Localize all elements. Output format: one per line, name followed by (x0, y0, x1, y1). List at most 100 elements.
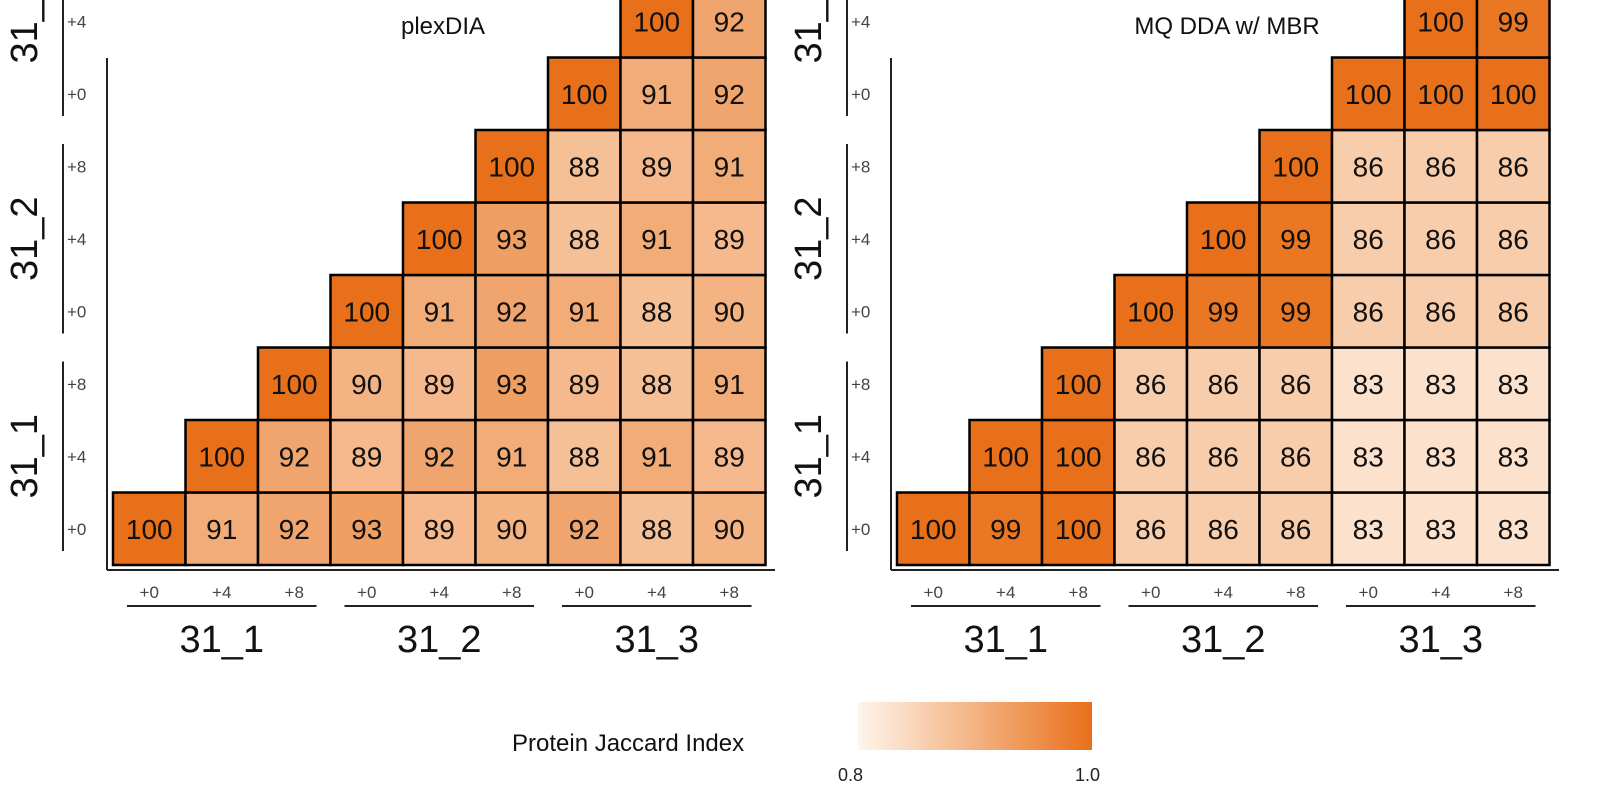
cell-value-label: 86 (1280, 441, 1311, 472)
heatmap-cell (474, 273, 550, 349)
heatmap-cell (1475, 56, 1551, 132)
cell-value-label: 92 (279, 514, 310, 545)
heatmap-cell (1040, 491, 1116, 567)
x-tick-label: +8 (285, 583, 304, 602)
heatmap-cell (1403, 418, 1479, 494)
x-tick-label: +8 (1069, 583, 1088, 602)
cell-value-label: 100 (343, 296, 390, 327)
cell-value-label: 90 (496, 514, 527, 545)
cell-value-label: 91 (496, 441, 527, 472)
y-tick-label: +4 (67, 447, 86, 466)
cell-value-label: 100 (1055, 369, 1102, 400)
y-tick-label: +4 (67, 12, 86, 31)
cell-value-label: 86 (1425, 151, 1456, 182)
heatmap-cell (1040, 418, 1116, 494)
heatmap-cell (1403, 346, 1479, 422)
cell-value-label: 100 (910, 514, 957, 545)
cell-value-label: 92 (496, 296, 527, 327)
cell-value-label: 92 (714, 6, 745, 37)
cell-value-label: 83 (1425, 369, 1456, 400)
y-tick-label: +0 (67, 520, 86, 539)
heatmap-cell (1185, 273, 1261, 349)
heatmap-cell (1185, 201, 1261, 277)
y-tick-label: +8 (67, 157, 86, 176)
cell-value-label: 99 (1280, 296, 1311, 327)
y-tick-label: +8 (851, 375, 870, 394)
heatmap-cell (1330, 418, 1406, 494)
heatmap-cell (691, 346, 767, 422)
cell-value-label: 83 (1353, 514, 1384, 545)
heatmap-cell (1475, 201, 1551, 277)
x-tick-label: +0 (924, 583, 943, 602)
heatmap-cell (1403, 491, 1479, 567)
cell-value-label: 83 (1353, 369, 1384, 400)
cell-value-label: 89 (714, 224, 745, 255)
heatmap-cell (619, 201, 695, 277)
heatmap-cell (691, 418, 767, 494)
cell-value-label: 88 (641, 369, 672, 400)
heatmap-cell (691, 491, 767, 567)
cell-value-label: 100 (561, 79, 608, 110)
cell-value-label: 100 (416, 224, 463, 255)
cell-value-label: 92 (279, 441, 310, 472)
cell-value-label: 91 (714, 151, 745, 182)
legend-title: Protein Jaccard Index (512, 730, 745, 757)
heatmap-cell (401, 418, 477, 494)
heatmap-cell (1330, 201, 1406, 277)
chart-title: MQ DDA w/ MBR (1134, 13, 1319, 40)
cell-value-label: 88 (641, 296, 672, 327)
x-tick-label: +0 (357, 583, 376, 602)
cell-value-label: 92 (569, 514, 600, 545)
heatmap-cell (1113, 418, 1189, 494)
cell-value-label: 100 (1417, 79, 1464, 110)
heatmap-cell (619, 491, 695, 567)
cell-value-label: 99 (1208, 296, 1239, 327)
cell-value-label: 90 (714, 296, 745, 327)
cell-value-label: 89 (424, 514, 455, 545)
cell-value-label: 92 (714, 79, 745, 110)
heatmap-cell (401, 201, 477, 277)
x-group-label: 31_2 (1181, 619, 1266, 661)
cell-value-label: 83 (1498, 514, 1529, 545)
cell-value-label: 89 (424, 369, 455, 400)
heatmap-cell (619, 128, 695, 204)
cell-value-label: 86 (1135, 514, 1166, 545)
cell-value-label: 100 (1055, 514, 1102, 545)
cell-value-label: 91 (641, 441, 672, 472)
y-tick-label: +8 (67, 375, 86, 394)
heatmap-cell (1330, 128, 1406, 204)
x-tick-label: +4 (647, 583, 666, 602)
heatmap-cell (1330, 56, 1406, 132)
panel-mq-dda-mbr: MQ DDA w/ MBR 100 99 100 86 86 86 83 83 83 100 100 8… (788, 0, 1559, 661)
heatmap-cell (1475, 418, 1551, 494)
y-tick-label: +0 (67, 85, 86, 104)
cell-value-label: 100 (1417, 6, 1464, 37)
heatmap-cell (329, 273, 405, 349)
y-group-label: 31_2 (788, 196, 830, 281)
cell-value-label: 89 (641, 151, 672, 182)
y-tick-label: +4 (67, 230, 86, 249)
x-group-label: 31_3 (1398, 619, 1483, 661)
x-group-label: 31_1 (179, 619, 264, 661)
heatmap-cell (329, 346, 405, 422)
heatmap-cell (1258, 491, 1334, 567)
x-tick-label: +0 (1141, 583, 1160, 602)
cell-value-label: 100 (1272, 151, 1319, 182)
heatmap-cell (619, 273, 695, 349)
cell-value-label: 100 (126, 514, 173, 545)
heatmap-cell (691, 56, 767, 132)
cell-value-label: 100 (1200, 224, 1247, 255)
cell-value-label: 89 (714, 441, 745, 472)
x-tick-label: +4 (212, 583, 231, 602)
heatmap-cell (619, 418, 695, 494)
heatmap-cell (401, 346, 477, 422)
cell-value-label: 91 (714, 369, 745, 400)
x-tick-label: +8 (502, 583, 521, 602)
cell-value-label: 86 (1135, 369, 1166, 400)
legend-max-label: 1.0 (1075, 765, 1101, 785)
heatmap-cell (184, 418, 260, 494)
cell-value-label: 86 (1498, 151, 1529, 182)
heatmap-cell (546, 273, 622, 349)
x-tick-label: +0 (1359, 583, 1378, 602)
chart-title: plexDIA (401, 13, 485, 40)
